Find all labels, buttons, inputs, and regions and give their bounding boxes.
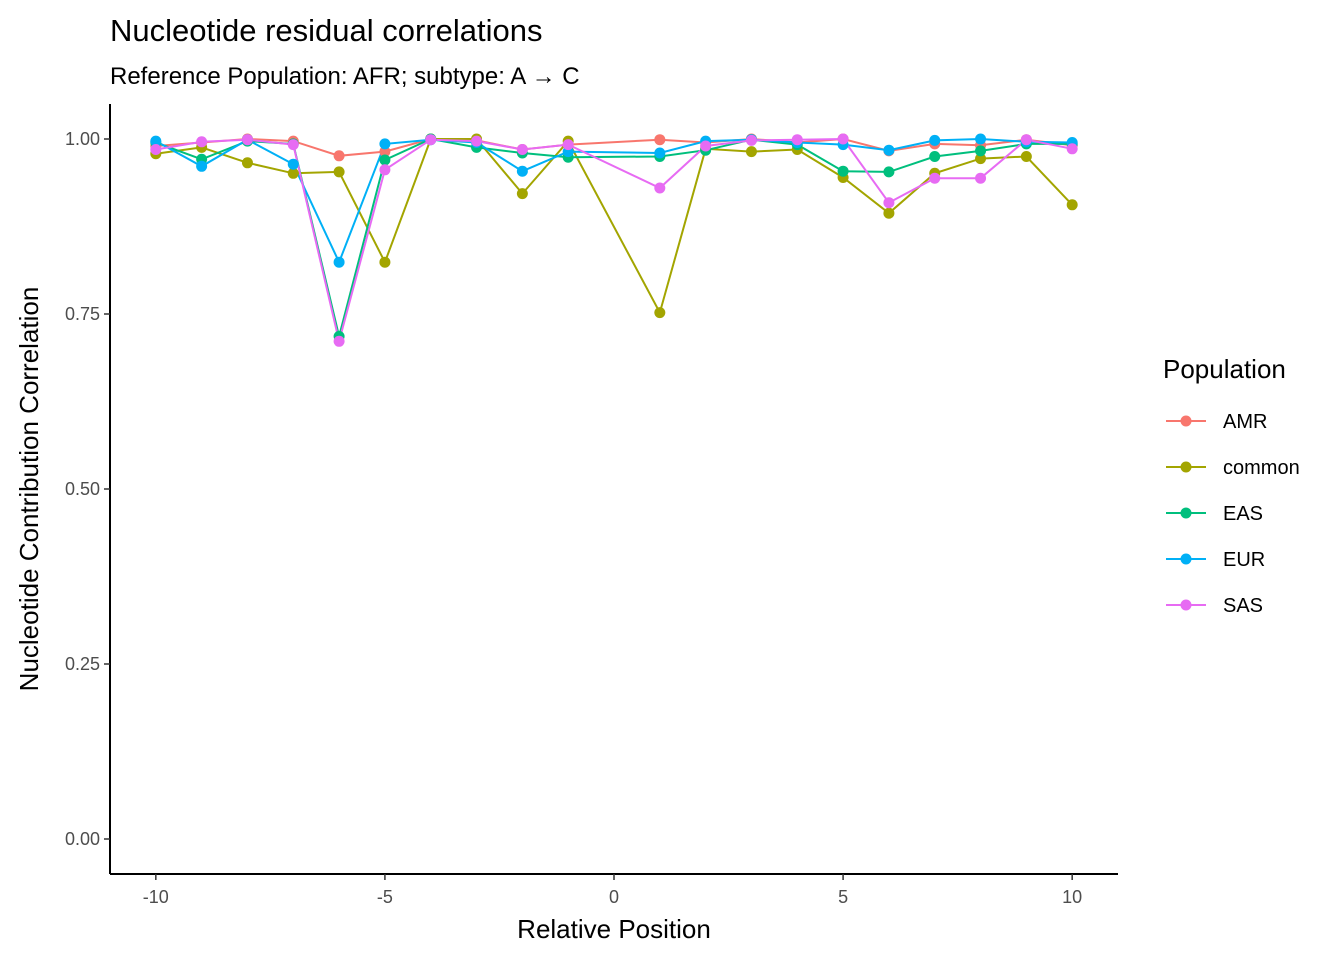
point-sas xyxy=(287,139,299,151)
legend-key-point xyxy=(1180,553,1192,565)
y-tick-label: 0.25 xyxy=(65,654,100,674)
point-sas xyxy=(425,134,437,146)
plot-lines xyxy=(155,137,1073,342)
legend-key-point xyxy=(1180,415,1192,427)
point-common xyxy=(287,167,299,179)
point-common xyxy=(1020,151,1032,162)
legend-label: EAS xyxy=(1223,503,1263,525)
point-eur xyxy=(883,144,895,156)
point-eur xyxy=(150,135,162,147)
point-eur xyxy=(929,134,941,146)
legend-key-point xyxy=(1180,507,1192,519)
point-common xyxy=(745,146,757,158)
point-common xyxy=(654,307,666,319)
legend-item-common: common xyxy=(1166,457,1300,479)
y-tick-label: 0.75 xyxy=(65,304,100,324)
legend-item-eur: EUR xyxy=(1166,549,1265,571)
point-common xyxy=(516,188,528,200)
x-tick-label: 10 xyxy=(1062,887,1082,907)
point-amr xyxy=(654,134,666,146)
point-sas xyxy=(196,136,208,148)
point-sas xyxy=(1020,134,1032,146)
series-line-amr xyxy=(155,137,1073,157)
point-sas xyxy=(975,172,987,184)
y-tick-label: 0.50 xyxy=(65,479,100,499)
point-sas xyxy=(471,135,483,147)
point-sas xyxy=(883,197,895,209)
legend-key-point xyxy=(1180,599,1192,611)
point-sas xyxy=(333,335,345,347)
point-sas xyxy=(929,172,941,184)
point-sas xyxy=(837,133,849,145)
legend-key-point xyxy=(1180,461,1192,473)
point-eur xyxy=(379,138,391,150)
legend-label: AMR xyxy=(1223,411,1267,433)
point-common xyxy=(1066,199,1078,211)
legend-items: AMR common EAS EUR SAS xyxy=(1166,411,1300,617)
point-sas xyxy=(150,144,162,155)
point-sas xyxy=(791,134,803,146)
point-common xyxy=(379,256,391,268)
series-line-sas xyxy=(155,137,1073,342)
point-sas xyxy=(562,139,574,151)
y-tick-label: 0.00 xyxy=(65,829,100,849)
x-tick-label: 0 xyxy=(609,887,619,907)
y-tick-label: 1.00 xyxy=(65,129,100,149)
legend-label: EUR xyxy=(1223,549,1265,571)
point-eur xyxy=(975,133,987,145)
point-eur xyxy=(516,165,528,177)
legend-item-sas: SAS xyxy=(1166,595,1263,617)
legend-item-eas: EAS xyxy=(1166,503,1263,525)
point-sas xyxy=(745,134,757,146)
legend-label: common xyxy=(1223,457,1300,479)
x-tick-label: -10 xyxy=(143,887,169,907)
point-sas xyxy=(1066,143,1078,155)
point-eas xyxy=(883,166,895,178)
point-eas xyxy=(837,165,849,177)
legend-label: SAS xyxy=(1223,595,1263,617)
x-tick-label: -5 xyxy=(377,887,393,907)
chart-subtitle: Reference Population: AFR; subtype: A → … xyxy=(110,63,580,90)
y-axis-label: Nucleotide Contribution Correlation xyxy=(14,287,44,692)
point-sas xyxy=(654,182,666,194)
x-axis-ticks: -10 -5 0 5 10 xyxy=(143,874,1082,907)
point-common xyxy=(333,166,345,178)
point-eur xyxy=(654,147,666,159)
point-eas xyxy=(975,145,987,157)
chart-title: Nucleotide residual correlations xyxy=(110,13,543,48)
point-sas xyxy=(700,140,712,152)
legend-title: Population xyxy=(1163,354,1286,384)
point-eur xyxy=(287,158,299,170)
point-common xyxy=(883,207,895,219)
plot-points xyxy=(150,133,1078,347)
point-eur xyxy=(196,160,208,172)
point-eur xyxy=(333,256,345,268)
point-sas xyxy=(241,134,253,146)
legend: Population AMR common EAS EUR SAS xyxy=(1163,354,1300,617)
legend-item-amr: AMR xyxy=(1166,411,1267,433)
point-common xyxy=(975,153,987,165)
point-sas xyxy=(516,144,528,155)
point-amr xyxy=(333,150,345,162)
point-eas xyxy=(379,154,391,166)
point-amr xyxy=(379,146,391,158)
point-common xyxy=(241,157,253,169)
x-axis-label: Relative Position xyxy=(517,914,711,944)
point-eas xyxy=(929,151,941,162)
x-tick-label: 5 xyxy=(838,887,848,907)
y-axis-ticks: 0.00 0.25 0.50 0.75 1.00 xyxy=(65,129,110,849)
point-sas xyxy=(379,164,391,176)
